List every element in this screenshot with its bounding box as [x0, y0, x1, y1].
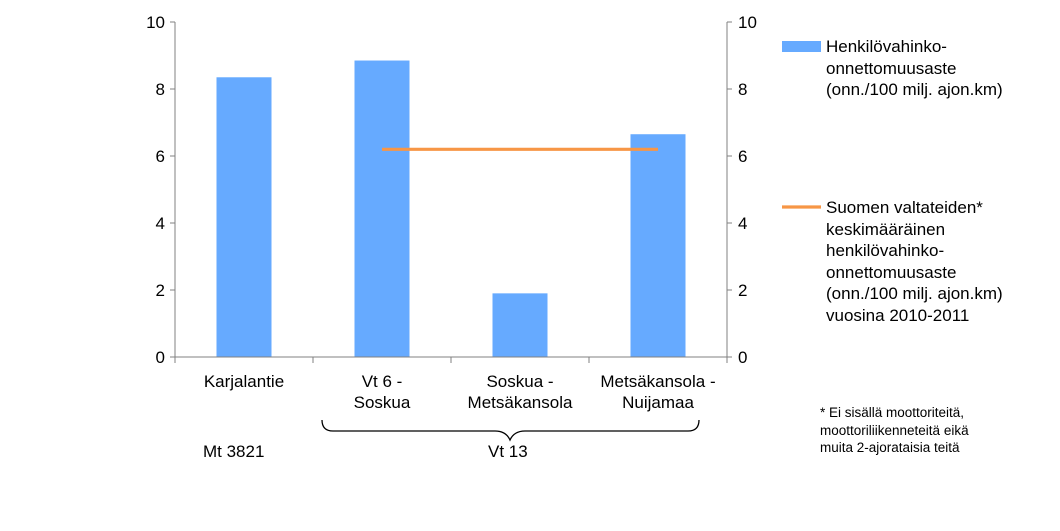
y-tick-label-left-0: 0	[156, 348, 165, 367]
bar-0	[216, 77, 272, 358]
footnote: * Ei sisällä moottoriteitä, moottoriliik…	[820, 405, 969, 455]
group-label-vt13: Vt 13	[488, 442, 528, 461]
bar-1	[354, 60, 410, 358]
bar-3	[630, 134, 686, 357]
group-label-mt3821: Mt 3821	[203, 442, 265, 461]
y-tick-label-right-2: 4	[738, 214, 747, 233]
axes-layer	[170, 21, 732, 363]
y-tick-label-right-4: 8	[738, 80, 747, 99]
legend-label-bar-series: Henkilövahinko- onnettomuusaste (onn./10…	[826, 37, 1003, 99]
y-tick-label-left-4: 8	[156, 80, 165, 99]
y-tick-label-left-2: 4	[156, 214, 165, 233]
tick-labels-layer: 0 0 2 2 4 4 6 6 8 8 10 10	[146, 13, 757, 367]
legend-swatches	[782, 41, 821, 209]
y-tick-label-right-1: 2	[738, 281, 747, 300]
bar-2	[492, 293, 548, 357]
y-tick-label-left-1: 2	[156, 281, 165, 300]
y-tick-label-right-0: 0	[738, 348, 747, 367]
category-label-2: Soskua -Metsäkansola	[468, 372, 573, 412]
bars-layer	[216, 60, 686, 358]
legend-swatch-bar	[782, 41, 821, 52]
y-tick-label-left-5: 10	[146, 13, 165, 32]
category-label-3: Metsäkansola -Nuijamaa	[600, 372, 715, 412]
y-tick-label-right-3: 6	[738, 147, 747, 166]
category-label-1: Vt 6 -Soskua	[354, 372, 411, 412]
y-tick-label-right-5: 10	[738, 13, 757, 32]
category-label-0: Karjalantie	[204, 372, 284, 391]
vt13-group-brace	[321, 419, 700, 442]
legend-label-line-series: Suomen valtateiden* keskimääräinen henki…	[826, 198, 1003, 325]
category-labels-layer: Karjalantie Vt 6 -Soskua Soskua -Metsäkans…	[204, 372, 716, 412]
y-tick-label-left-3: 6	[156, 147, 165, 166]
